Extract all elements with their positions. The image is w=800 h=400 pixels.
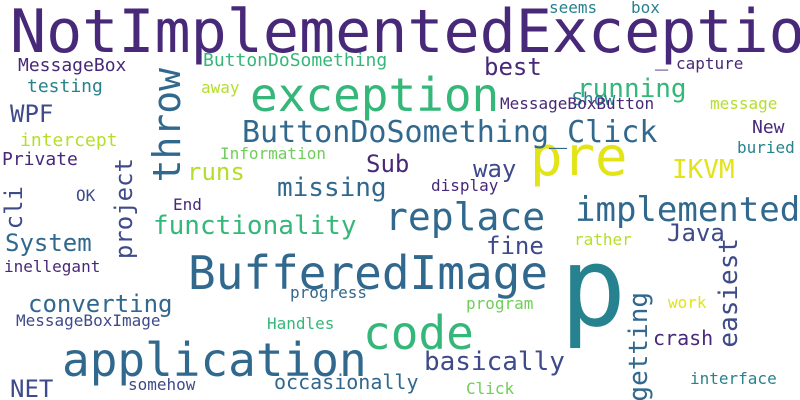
word-testing: testing (27, 76, 103, 97)
word-away: away (201, 78, 240, 97)
word-bufferedimage: BufferedImage (188, 246, 549, 300)
word-net: NET (10, 375, 54, 400)
word-p: p (560, 223, 627, 351)
word-ikvm: IKVM (672, 155, 735, 185)
word-display: display (431, 176, 499, 195)
word-notimplementedexception: NotImplementedException (10, 0, 800, 67)
word-application: application (62, 333, 367, 387)
word-java: Java (667, 219, 725, 247)
word-click: Click (466, 379, 515, 398)
word-pre: pre (530, 125, 628, 188)
word-somehow: somehow (128, 375, 196, 394)
word-crash: crash (653, 326, 714, 350)
word-show: Show (572, 89, 616, 110)
word-wpf: WPF (10, 100, 54, 128)
word-information: Information (220, 144, 326, 163)
word-replace: replace (385, 195, 546, 239)
word-message: message (710, 94, 778, 113)
word-basically: basically (424, 347, 565, 377)
word-way: way (473, 155, 517, 183)
word-throw: throw (145, 68, 189, 183)
word-runs: runs (187, 158, 245, 186)
word-new: New (752, 117, 785, 138)
word-fine: fine (486, 232, 544, 260)
word-underscore: _ (655, 46, 669, 71)
word-buried: buried (737, 138, 795, 157)
word-inellegant: inellegant (4, 257, 101, 276)
word-seems: seems (549, 0, 598, 17)
word-project: project (110, 158, 138, 260)
word-work: work (668, 293, 707, 312)
word-best: best (484, 53, 542, 81)
word-system: System (5, 229, 92, 257)
word-getting: getting (624, 292, 654, 400)
word-converting: converting (28, 290, 173, 318)
word-buttondosomething: ButtonDoSomething (203, 50, 388, 71)
word-progress: progress (290, 283, 368, 302)
word-occasionally: occasionally (274, 370, 419, 394)
word-box: box (631, 0, 660, 17)
word-program: program (466, 294, 534, 313)
word-handles: Handles (267, 314, 335, 333)
word-missing: missing (277, 173, 387, 203)
word-functionality: functionality (153, 211, 357, 241)
word-exception: exception (250, 68, 500, 122)
word-interface: interface (690, 369, 777, 388)
word-ok: OK (76, 186, 96, 205)
word-sub: Sub (366, 150, 410, 178)
word-messageboxbutton: MessageBoxButton (500, 94, 655, 113)
word-running: running (577, 74, 687, 104)
word-capture: capture (676, 54, 744, 73)
word-intercept: intercept (20, 130, 118, 151)
word-implemented: implemented (575, 190, 800, 230)
word-cli: cli (0, 186, 28, 230)
word-code: code (363, 306, 474, 360)
word-end: End (173, 195, 202, 214)
word-buttondosomething-click: ButtonDoSomething_Click (242, 115, 658, 150)
word-messageboximage: MessageBoxImage (16, 311, 161, 330)
word-messagebox: MessageBox (18, 55, 127, 76)
word-rather: rather (574, 230, 632, 249)
word-easiest: easiest (714, 238, 744, 348)
word-private: Private (2, 149, 78, 170)
